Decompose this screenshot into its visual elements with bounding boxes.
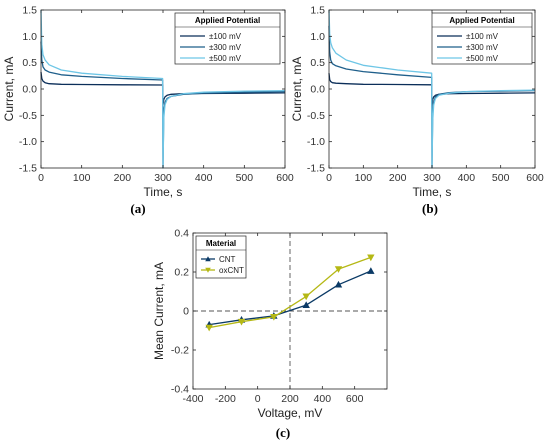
x-tick-label: 500 — [492, 172, 510, 184]
series-line-0 — [209, 270, 372, 326]
y-tick-label: 0.2 — [174, 267, 189, 279]
legend-title: Applied Potential — [449, 16, 514, 25]
chart-a: 0 100 200 300 400 500 600 -1.5 -1.0 -0.5 0.0 0.5 1.0… — [2, 5, 294, 217]
panel-label: (c) — [276, 425, 290, 440]
x-tick-label: 0 — [326, 172, 332, 184]
data-point-1-5 — [367, 254, 375, 262]
x-tick-label: 200 — [389, 172, 407, 184]
x-tick-label: 600 — [346, 393, 364, 405]
x-tick-label: 200 — [281, 393, 299, 405]
y-tick-label: 0 — [183, 306, 189, 318]
series-line-2 — [40, 9, 286, 169]
y-tick-label: 0.4 — [174, 228, 189, 240]
legend-entry-label: ±100 mV — [466, 32, 499, 41]
x-tick-label: 100 — [355, 172, 373, 184]
series-line-2 — [328, 9, 536, 169]
y-tick-label: -0.5 — [307, 110, 325, 122]
data-point-1-4 — [334, 266, 343, 273]
data-point-0-4 — [334, 280, 343, 288]
x-tick-label: 100 — [73, 172, 91, 184]
panel-label: (a) — [130, 201, 145, 216]
legend-entry-label: CNT — [219, 255, 236, 264]
data-point-1-0 — [205, 324, 213, 332]
y-tick-label: 0.5 — [22, 57, 37, 69]
y-tick-label: -1.0 — [19, 136, 37, 148]
data-point-1-3 — [302, 293, 310, 301]
panel-label: (b) — [422, 201, 438, 216]
x-tick-label: 200 — [114, 172, 132, 184]
legend-marker-1 — [205, 267, 211, 273]
y-tick-label: 1.5 — [22, 5, 37, 17]
y-tick-label: 0.0 — [310, 84, 325, 96]
chart-c: -400 -200 0 200 400 600 -0.4 -0.2 0 0.2 0.4 Voltage… — [152, 228, 388, 440]
y-tick-label: -1.5 — [307, 163, 325, 175]
y-tick-label: -0.5 — [19, 110, 37, 122]
y-tick-label: 1.5 — [310, 5, 325, 17]
x-tick-label: 400 — [458, 172, 476, 184]
x-axis-label: Time, s — [413, 185, 452, 199]
legend-marker-0 — [205, 256, 211, 262]
y-tick-label: -0.4 — [171, 384, 189, 396]
legend-entry-label: ±300 mV — [209, 43, 242, 52]
y-tick-label: 0.5 — [310, 57, 325, 69]
legend-entry-label: ±500 mV — [209, 54, 242, 63]
y-tick-label: 1.0 — [310, 31, 325, 43]
series-line-1 — [209, 256, 372, 329]
y-axis-label: Current, mA — [290, 57, 304, 122]
y-tick-label: -0.2 — [171, 345, 189, 357]
chart-b: 0 100 200 300 400 500 600 -1.5 -1.0 -0.5 0.0 0.5 1.0… — [290, 5, 544, 217]
x-tick-label: 0 — [38, 172, 44, 184]
y-tick-label: 1.0 — [22, 31, 37, 43]
legend-title: Applied Potential — [195, 16, 260, 25]
x-axis-label: Voltage, mV — [258, 406, 323, 420]
x-tick-label: 0 — [255, 393, 261, 405]
x-tick-label: 300 — [154, 172, 172, 184]
y-tick-label: 0.0 — [22, 84, 37, 96]
legend-box — [195, 235, 247, 279]
x-tick-label: 600 — [276, 172, 294, 184]
y-tick-label: -1.5 — [19, 163, 37, 175]
legend-title: Material — [206, 239, 236, 248]
y-tick-label: -1.0 — [307, 136, 325, 148]
data-point-0-5 — [367, 267, 375, 274]
data-point-1-1 — [237, 318, 246, 326]
x-tick-label: 500 — [236, 172, 254, 184]
legend-entry-label: ±300 mV — [466, 43, 499, 52]
y-axis-label: Mean Current, mA — [152, 262, 166, 360]
x-tick-label: -200 — [215, 393, 236, 405]
x-tick-label: 600 — [526, 172, 544, 184]
data-point-1-2 — [270, 313, 278, 321]
legend-box — [431, 12, 533, 65]
x-tick-label: 400 — [314, 393, 332, 405]
x-axis-label: Time, s — [144, 185, 183, 199]
x-tick-label: 300 — [423, 172, 441, 184]
x-tick-label: 400 — [195, 172, 213, 184]
legend-entry-label: oxCNT — [219, 266, 244, 275]
y-axis-label: Current, mA — [2, 57, 16, 122]
legend-box — [174, 12, 281, 65]
data-point-0-3 — [302, 301, 310, 309]
x-tick-label: -400 — [182, 393, 203, 405]
legend-entry-label: ±500 mV — [466, 54, 499, 63]
legend-entry-label: ±100 mV — [209, 32, 242, 41]
